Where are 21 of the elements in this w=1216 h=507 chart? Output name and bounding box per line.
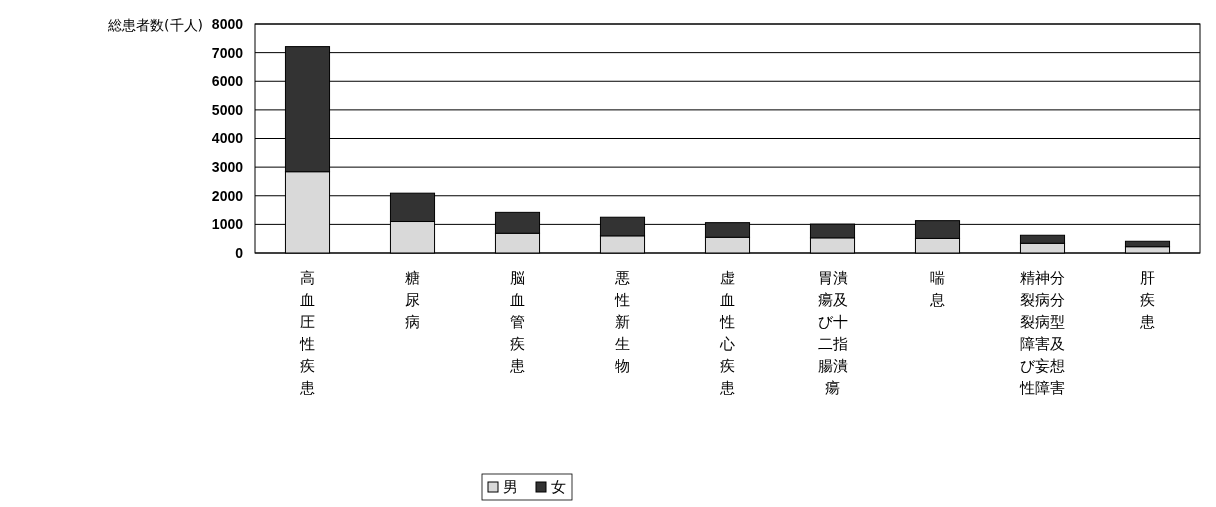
x-tick-label: 精神分裂病分裂病型障害及び妄想性障害 bbox=[1019, 268, 1066, 399]
x-tick-label: 胃潰瘍及び十二指腸潰瘍 bbox=[816, 268, 849, 399]
y-tick-label: 2000 bbox=[211, 187, 244, 204]
x-tick-label: 悪性新生物 bbox=[614, 268, 631, 377]
y-tick-label: 1000 bbox=[211, 216, 244, 233]
y-tick-label: 6000 bbox=[211, 73, 244, 90]
y-tick-label: 7000 bbox=[211, 44, 244, 61]
y-axis-title: 総患者数(千人) bbox=[107, 17, 203, 33]
legend-label: 男 bbox=[503, 478, 518, 496]
x-tick-label: 肝疾患 bbox=[1139, 268, 1156, 333]
x-tick-label: 虚血性心疾患 bbox=[719, 268, 736, 399]
y-tick-label: 3000 bbox=[211, 159, 244, 176]
y-tick-label: 8000 bbox=[211, 15, 244, 32]
x-tick-label: 喘息 bbox=[929, 268, 946, 311]
x-tick-label: 高血圧性疾患 bbox=[299, 268, 316, 399]
y-tick-label: 0 bbox=[235, 244, 244, 261]
x-tick-label: 脳血管疾患 bbox=[509, 268, 526, 377]
y-tick-label: 4000 bbox=[211, 130, 244, 147]
legend-label: 女 bbox=[551, 478, 566, 496]
y-tick-label: 5000 bbox=[211, 101, 244, 118]
x-tick-label: 糖尿病 bbox=[404, 268, 421, 333]
